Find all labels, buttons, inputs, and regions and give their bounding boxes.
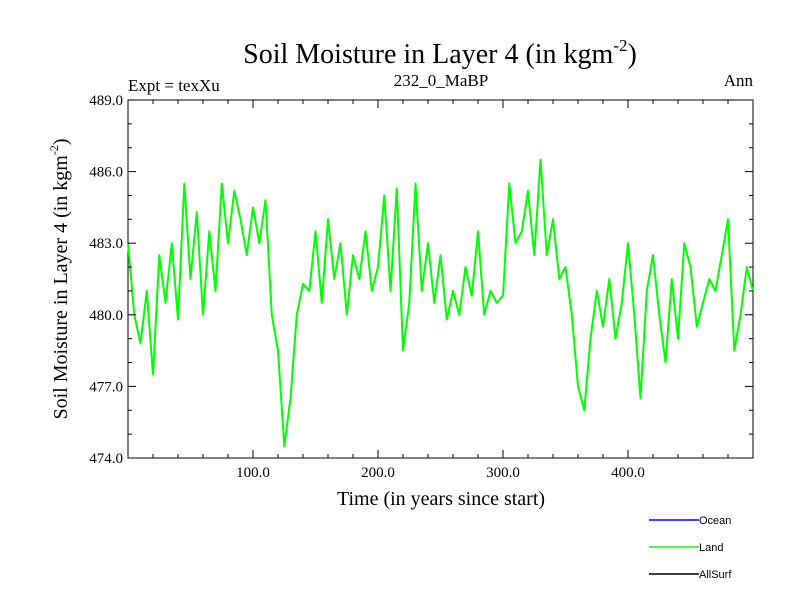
center-label: 232_0_MaBP [394,71,488,90]
legend: Ocean Land AllSurf [649,515,732,581]
y-tick-label: 489.0 [89,93,123,109]
x-axis-label: Time (in years since start) [337,488,545,510]
y-tick-label: 477.0 [89,379,123,395]
x-tick-label: 400.0 [611,465,645,481]
plot-frame [127,99,754,459]
season-label: Ann [724,71,754,90]
legend-label-land: Land [699,542,723,554]
x-tick-label: 200.0 [361,465,395,481]
x-axis-ticks: 100.0 200.0 300.0 400.0 [152,100,729,481]
land-series-line [127,158,754,448]
y-tick-label: 480.0 [89,308,123,324]
x-tick-label: 100.0 [236,465,270,481]
y-tick-label: 486.0 [89,165,123,181]
chart-title: Soil Moisture in Layer 4 (in kgm-2) [243,36,637,70]
y-tick-label: 474.0 [89,451,123,467]
legend-label-allsurf: AllSurf [699,569,732,581]
experiment-label: Expt = texXu [128,76,220,95]
legend-label-ocean: Ocean [699,515,731,527]
y-axis-ticks: 474.0 477.0 480.0 483.0 486.0 489.0 [89,93,753,467]
y-axis-label: Soil Moisture in Layer 4 (in kgm-2) [47,138,72,419]
y-tick-label: 483.0 [89,236,123,252]
x-tick-label: 300.0 [486,465,520,481]
